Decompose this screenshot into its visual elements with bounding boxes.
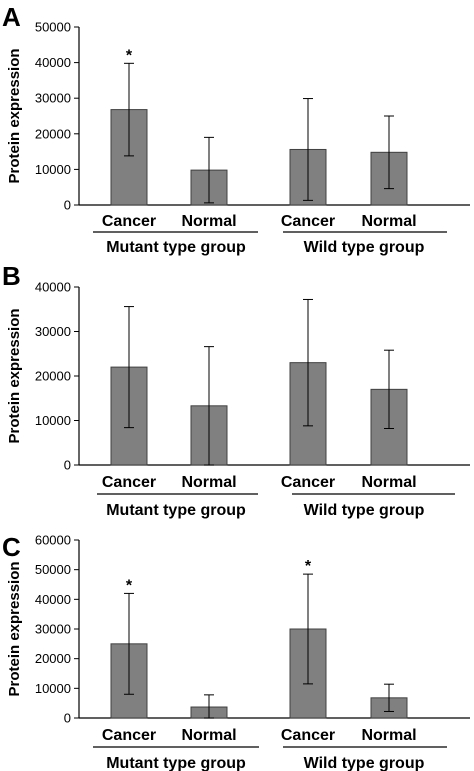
category-label: Cancer (281, 727, 335, 744)
y-tick-label: 50000 (35, 20, 71, 35)
category-label: Normal (361, 727, 416, 744)
category-label: Cancer (102, 474, 156, 491)
y-axis-title: Protein expression (6, 561, 23, 696)
panel-A-label: A (2, 2, 21, 32)
y-tick-label: 20000 (35, 126, 71, 141)
category-label: Cancer (281, 474, 335, 491)
y-tick-label: 30000 (35, 324, 71, 339)
category-label: Cancer (102, 213, 156, 230)
group-label: Mutant type group (106, 239, 246, 256)
y-tick-label: 40000 (35, 55, 71, 70)
y-axis-title: Protein expression (6, 48, 23, 183)
y-tick-label: 60000 (35, 533, 71, 548)
group-label: Wild type group (304, 502, 425, 519)
category-label: Normal (361, 474, 416, 491)
group-label: Wild type group (304, 239, 425, 256)
y-tick-label: 0 (64, 198, 71, 213)
category-label: Cancer (102, 727, 156, 744)
y-tick-label: 20000 (35, 369, 71, 384)
y-tick-label: 0 (64, 458, 71, 473)
y-tick-label: 50000 (35, 562, 71, 577)
category-label: Normal (181, 474, 236, 491)
y-tick-label: 0 (64, 711, 71, 726)
category-label: Normal (361, 213, 416, 230)
y-tick-label: 10000 (35, 413, 71, 428)
category-label: Normal (181, 727, 236, 744)
category-label: Normal (181, 213, 236, 230)
y-tick-label: 10000 (35, 162, 71, 177)
panel-C-label: C (2, 532, 21, 562)
category-label: Cancer (281, 213, 335, 230)
significance-marker: * (305, 558, 312, 575)
y-tick-label: 30000 (35, 91, 71, 106)
y-tick-label: 20000 (35, 651, 71, 666)
panel-B-label: B (2, 261, 21, 291)
y-tick-label: 40000 (35, 592, 71, 607)
y-tick-label: 30000 (35, 622, 71, 637)
significance-marker: * (126, 47, 133, 64)
y-axis-title: Protein expression (6, 308, 23, 443)
y-tick-label: 40000 (35, 280, 71, 295)
group-label: Wild type group (304, 755, 425, 771)
group-label: Mutant type group (106, 755, 246, 771)
y-tick-label: 10000 (35, 681, 71, 696)
group-label: Mutant type group (106, 502, 246, 519)
significance-marker: * (126, 577, 133, 594)
